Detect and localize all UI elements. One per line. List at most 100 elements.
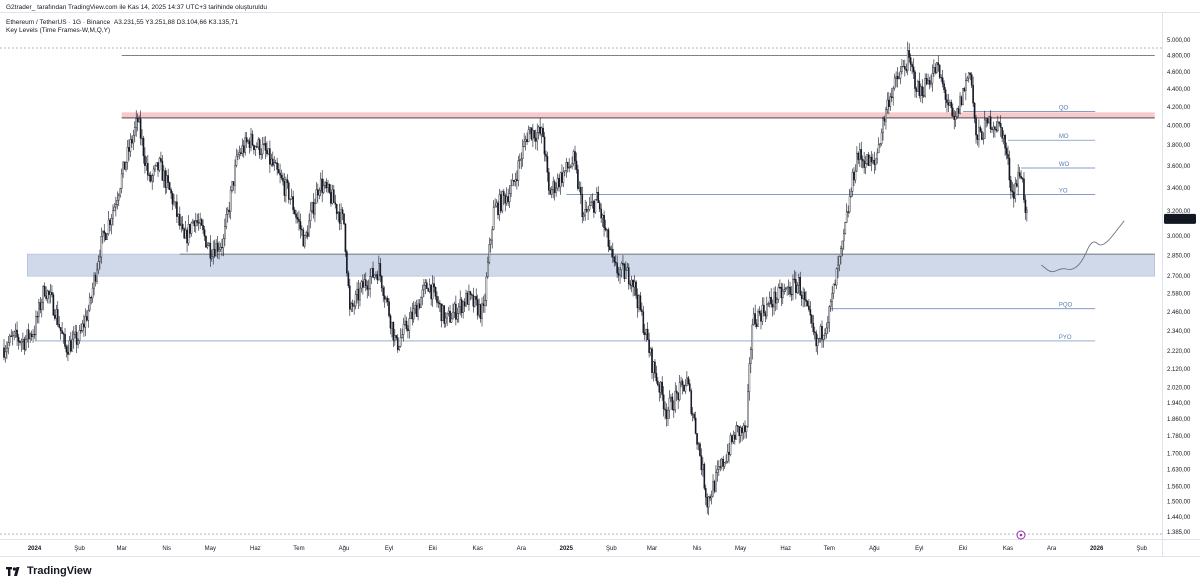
candle-body xyxy=(362,281,364,288)
candle-body xyxy=(428,284,431,292)
candle-body xyxy=(818,338,820,340)
candle-body xyxy=(488,244,491,263)
candle-body xyxy=(337,212,339,214)
candle-body xyxy=(152,168,155,176)
key-level-lines[interactable]: QO MO WO YO PQO PYO xyxy=(34,55,1155,342)
candle-body xyxy=(119,188,122,196)
candle-body xyxy=(141,137,143,140)
candle-body xyxy=(537,126,540,133)
indicator-label[interactable]: Key Levels (Time Frames-W,M,Q,Y) xyxy=(6,27,111,34)
candle-body xyxy=(1015,183,1018,187)
time-axis[interactable]: 2024 Şub Mar Nis May Haz Tem Ağu Eyl Eki Kas Ara 202… xyxy=(28,546,1148,552)
candle-body xyxy=(802,291,804,299)
symbol-name[interactable]: Ethereum / TetherUS · 1G · Binance xyxy=(6,19,111,26)
candle-body xyxy=(905,68,908,71)
candle-body xyxy=(792,278,794,295)
candle-body xyxy=(133,126,136,136)
candle-body xyxy=(273,162,276,166)
candle-body xyxy=(813,331,816,333)
time-tick-label: Tem xyxy=(824,546,835,552)
candle-body xyxy=(712,481,714,497)
brand-name: TradingView xyxy=(27,565,92,577)
candle-body xyxy=(896,76,899,80)
price-tick-label: 2.850,00 xyxy=(1167,253,1191,259)
candle-body xyxy=(192,220,194,224)
candle-body xyxy=(516,179,518,181)
candle-body xyxy=(447,310,450,314)
candle-body xyxy=(423,285,425,291)
candle-body xyxy=(112,210,114,219)
candle-body xyxy=(646,328,649,341)
candle-body xyxy=(289,198,292,200)
candle-body xyxy=(106,233,108,240)
candle-body xyxy=(763,304,765,314)
time-tick-label: Eki xyxy=(959,546,967,552)
price-tick-label: 3.800,00 xyxy=(1167,143,1191,149)
tradingview-brand[interactable]: TradingView xyxy=(6,563,92,579)
candle-body xyxy=(930,82,932,85)
candle-body xyxy=(911,64,913,68)
time-tick-label: 2024 xyxy=(28,546,42,552)
time-tick-label: Ara xyxy=(517,546,527,552)
candle-body xyxy=(898,77,900,80)
time-tick-label: Haz xyxy=(780,546,791,552)
candle-body xyxy=(180,223,183,226)
candle-body xyxy=(19,341,21,343)
candle-body xyxy=(840,248,842,257)
last-price-label: 3.135,71 xyxy=(1167,217,1191,223)
time-tick-label: Eyl xyxy=(915,546,923,552)
candle-body xyxy=(799,277,802,296)
candle-body xyxy=(991,128,993,130)
candle-body xyxy=(564,170,566,173)
candle-body xyxy=(505,196,508,204)
candle-body xyxy=(452,311,454,320)
candle-body xyxy=(751,324,754,350)
candle-body xyxy=(619,269,621,276)
candle-body xyxy=(520,158,523,161)
candle-body xyxy=(816,338,819,347)
candle-body xyxy=(399,337,402,347)
candle-body xyxy=(540,127,543,135)
candle-body xyxy=(957,108,960,114)
candle-body xyxy=(315,189,318,204)
candle-body xyxy=(168,182,171,190)
candle-body xyxy=(590,201,592,206)
candle-body xyxy=(611,248,614,258)
candle-body xyxy=(921,86,924,96)
candle-body xyxy=(256,146,258,148)
candle-body xyxy=(312,202,315,215)
last-price-badge[interactable] xyxy=(1164,213,1196,224)
candle-body xyxy=(430,284,432,300)
candle-body xyxy=(648,339,650,353)
candle-body xyxy=(471,294,473,296)
candle-body xyxy=(94,275,97,282)
price-axis[interactable]: 5.000,00 4.800,00 4.600,00 4.400,00 4.200,00… xyxy=(1164,38,1196,536)
candle-body xyxy=(353,305,355,307)
candle-body xyxy=(869,156,871,167)
candle-body xyxy=(154,165,156,170)
candle-body xyxy=(369,276,371,289)
candle-body xyxy=(43,286,46,297)
candle-body xyxy=(309,210,312,222)
candle-body xyxy=(623,263,626,279)
key-level-label-pqo: PQO xyxy=(1059,303,1073,309)
candle-body xyxy=(574,151,576,162)
candle-body xyxy=(768,296,771,304)
candle-body xyxy=(199,219,201,224)
price-tick-label: 1.860,00 xyxy=(1167,417,1191,423)
candle-body xyxy=(543,136,546,155)
candle-body xyxy=(776,299,778,304)
candle-body xyxy=(81,323,84,331)
candle-body xyxy=(549,190,552,195)
candle-body xyxy=(99,256,101,262)
price-tick-label: 2.460,00 xyxy=(1167,310,1191,316)
candle-body xyxy=(988,116,990,124)
candle-body xyxy=(854,170,857,181)
candle-body xyxy=(103,230,106,234)
candle-body xyxy=(324,182,326,186)
candle-body xyxy=(638,295,640,309)
candle-body xyxy=(558,177,560,188)
candle-body xyxy=(688,383,691,391)
candle-body xyxy=(148,174,151,177)
